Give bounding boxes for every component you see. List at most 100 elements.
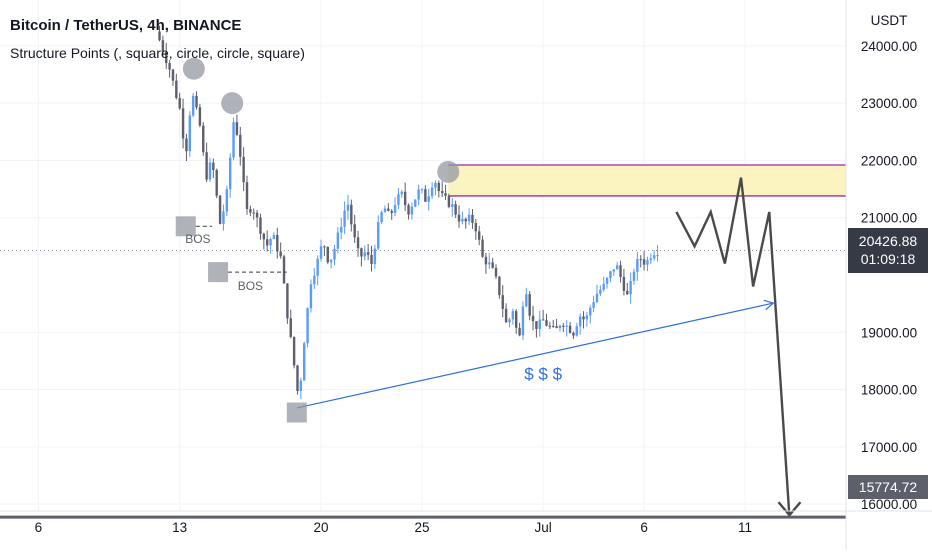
price-tick-label: 23000.00 (861, 96, 917, 111)
candle-body (646, 260, 649, 265)
candle-body (484, 256, 488, 265)
candle-body (316, 258, 319, 276)
candle-body (568, 325, 572, 333)
candle-body (602, 283, 605, 290)
candle-body (185, 138, 188, 152)
candle-body (286, 283, 289, 319)
structure-point-square (208, 262, 229, 283)
projection-path (675, 177, 791, 518)
price-tick-label: 24000.00 (861, 39, 917, 54)
candle-body (403, 191, 407, 206)
candle-body (652, 255, 656, 259)
candle-body (491, 262, 494, 268)
candle-body (191, 95, 195, 116)
candle-body (212, 162, 215, 170)
candle-body (299, 380, 303, 391)
candle-body (302, 343, 306, 381)
candle-body (565, 325, 568, 327)
candle-body (188, 115, 192, 152)
current-price-label: 20426.88 (858, 233, 918, 249)
candle-body (504, 308, 508, 323)
candle-body (272, 235, 276, 239)
candle-body (393, 204, 397, 213)
candle-body (215, 169, 218, 196)
candle-body (515, 311, 518, 328)
liquidity-label: $ $ $ (524, 364, 562, 383)
time-tick-label: 6 (640, 520, 648, 535)
price-tick-label: 22000.00 (861, 153, 917, 168)
candle-body (171, 69, 175, 81)
candle-body (198, 107, 202, 126)
candle-body (518, 327, 521, 336)
candle-body (323, 246, 326, 248)
candle-body (269, 238, 272, 246)
candle-body (390, 210, 393, 213)
candle-body (430, 187, 434, 197)
candle-body (481, 239, 484, 257)
candle-body (467, 214, 471, 222)
price-tick-label: 19000.00 (861, 325, 917, 340)
candle-body (353, 224, 356, 238)
candle-body (373, 248, 377, 265)
candle-body (414, 199, 417, 207)
candle-body (407, 205, 410, 215)
indicator-legend[interactable]: Structure Points (, square, circle, circ… (10, 45, 305, 61)
candle-body (366, 252, 370, 255)
candle-body (494, 267, 498, 277)
candle-body (639, 259, 642, 261)
candle-body (329, 259, 333, 263)
candle-body (578, 316, 582, 327)
candle-body (380, 212, 383, 223)
candle-body (615, 265, 619, 270)
candle-body (282, 256, 286, 284)
candle-body (444, 193, 447, 196)
price-tick-label: 16000.00 (861, 497, 917, 512)
candle-body (474, 223, 478, 232)
candle-body (488, 262, 491, 265)
candle-body (461, 218, 464, 222)
candle-body (545, 320, 548, 326)
candle-body (508, 319, 511, 323)
candle-body (360, 248, 363, 257)
candle-body (528, 294, 531, 316)
candle-body (410, 206, 414, 215)
candle-body (592, 302, 595, 308)
candle-body (232, 122, 235, 158)
candle-body (609, 271, 612, 279)
candle-body (629, 280, 632, 295)
time-tick-label: Jul (535, 520, 552, 535)
time-tick-label: 13 (172, 520, 187, 535)
candle-body (350, 204, 353, 225)
price-tick-label: 21000.00 (861, 211, 917, 226)
candle-body (400, 191, 404, 195)
candle-body (642, 259, 646, 265)
candle-body (265, 239, 269, 246)
candle-body (175, 80, 178, 98)
candle-body (168, 63, 171, 70)
bos-label: BOS (185, 232, 210, 246)
candle-body (387, 208, 390, 211)
candle-body (626, 290, 629, 295)
candle-body (555, 326, 558, 329)
candle-body (195, 95, 198, 108)
candle-body (525, 294, 528, 307)
candle-body (336, 232, 340, 249)
candle-body (521, 306, 525, 336)
candle-body (457, 214, 461, 222)
candle-body (292, 336, 296, 366)
candle-body (636, 259, 639, 272)
candle-body (477, 231, 481, 240)
price-axis-currency: USDT (871, 13, 908, 28)
candle-body (552, 326, 555, 328)
candle-body (228, 157, 232, 190)
candle-body (427, 196, 430, 202)
candle-body (575, 326, 578, 336)
chart-title: Bitcoin / TetherUS, 4h, BINANCE (10, 17, 242, 34)
candle-body (464, 218, 467, 222)
candle-body (340, 226, 343, 233)
candle-body (417, 189, 420, 200)
candle-body (397, 194, 400, 205)
candle-body (632, 271, 636, 281)
